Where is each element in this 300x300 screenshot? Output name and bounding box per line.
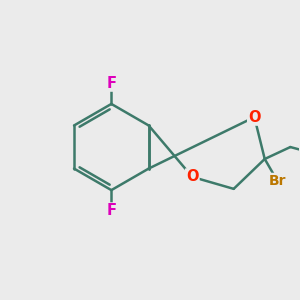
Text: O: O bbox=[248, 110, 261, 124]
Text: Br: Br bbox=[268, 174, 286, 188]
Text: O: O bbox=[186, 169, 199, 184]
Text: F: F bbox=[106, 203, 116, 218]
Text: F: F bbox=[106, 76, 116, 91]
